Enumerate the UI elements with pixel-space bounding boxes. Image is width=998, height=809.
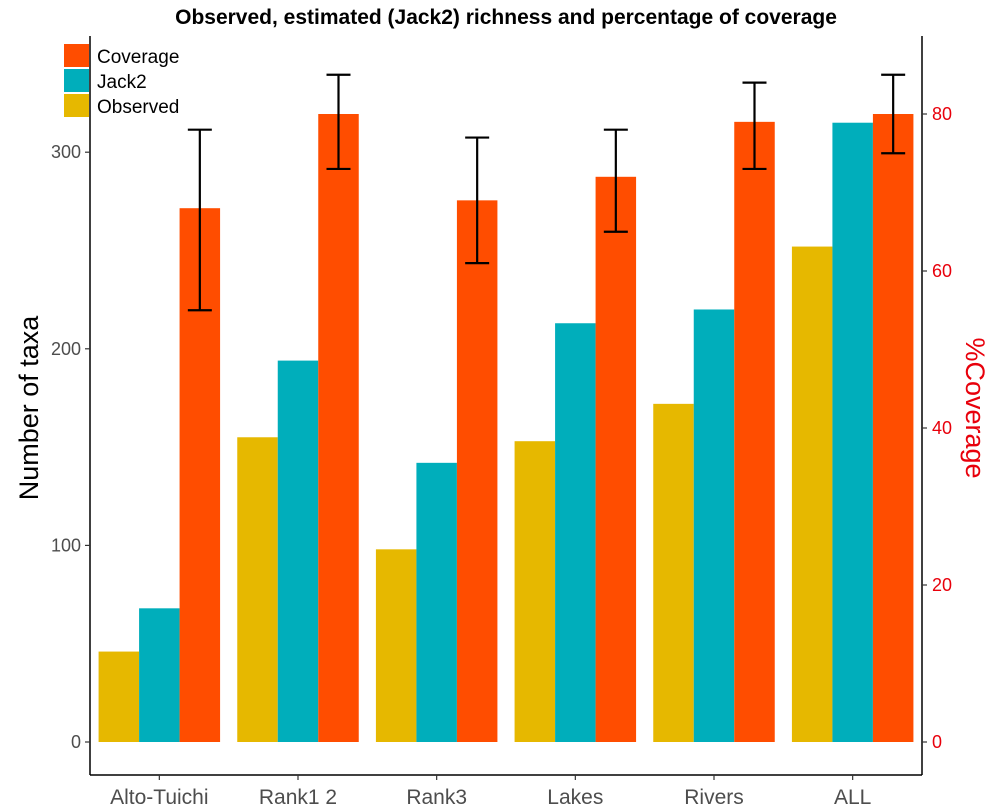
bar-observed-1 [237,437,278,742]
bars-layer [98,114,914,743]
bar-coverage-1 [318,114,359,742]
x-tick-label-1: Rank1 2 [259,786,337,809]
right-axis-ticks: 0 20 40 60 80 [922,104,952,752]
x-tick-label-5: ALL [834,786,871,809]
bar-observed-5 [791,246,833,742]
bar-jack2-2 [416,462,457,742]
x-tick-label-4: Rivers [684,786,744,809]
y-tick-label-left-0: 0 [71,732,81,752]
legend: Coverage Jack2 Observed [64,44,179,118]
y-tick-label-right-2: 40 [932,418,952,438]
bar-coverage-2 [456,200,498,743]
x-tick-label-3: Lakes [547,786,603,809]
y-tick-label-right-1: 20 [932,575,952,595]
y-axis-label-left: Number of taxa [14,315,44,501]
x-tick-label-2: Rank3 [406,786,467,809]
y-tick-label-left-1: 100 [51,535,81,555]
legend-label-coverage: Coverage [97,47,179,68]
legend-label-jack2: Jack2 [97,72,147,93]
y-tick-label-left-3: 300 [51,142,81,162]
bar-jack2-4 [693,309,735,742]
bar-coverage-5 [872,114,914,742]
y-axis-label-right: %Coverage [960,337,990,478]
bar-jack2-5 [832,122,873,742]
legend-label-observed: Observed [97,97,179,118]
bar-coverage-4 [734,121,775,743]
legend-key-coverage [64,44,89,67]
y-tick-label-left-2: 200 [51,339,81,359]
y-tick-label-right-0: 0 [932,732,942,752]
x-tick-label-0: Alto-Tuichi [110,786,208,809]
error-bars-layer [187,73,906,312]
legend-key-observed [64,94,89,117]
left-axis-ticks: 0 100 200 300 [51,142,90,752]
legend-key-jack2 [64,69,89,92]
bar-coverage-3 [595,176,637,743]
bar-observed-4 [653,403,694,742]
bar-observed-0 [98,651,140,742]
y-tick-label-right-4: 80 [932,104,952,124]
y-tick-label-right-3: 60 [932,261,952,281]
bar-jack2-3 [555,323,596,742]
chart-title: Observed, estimated (Jack2) richness and… [175,6,837,29]
bar-jack2-0 [139,608,180,742]
bar-observed-2 [375,549,417,742]
bar-observed-3 [514,441,556,742]
bar-jack2-1 [277,360,319,742]
x-axis-ticks: Alto-Tuichi Rank1 2 Rank3 Lakes Rivers ALL [110,775,871,809]
